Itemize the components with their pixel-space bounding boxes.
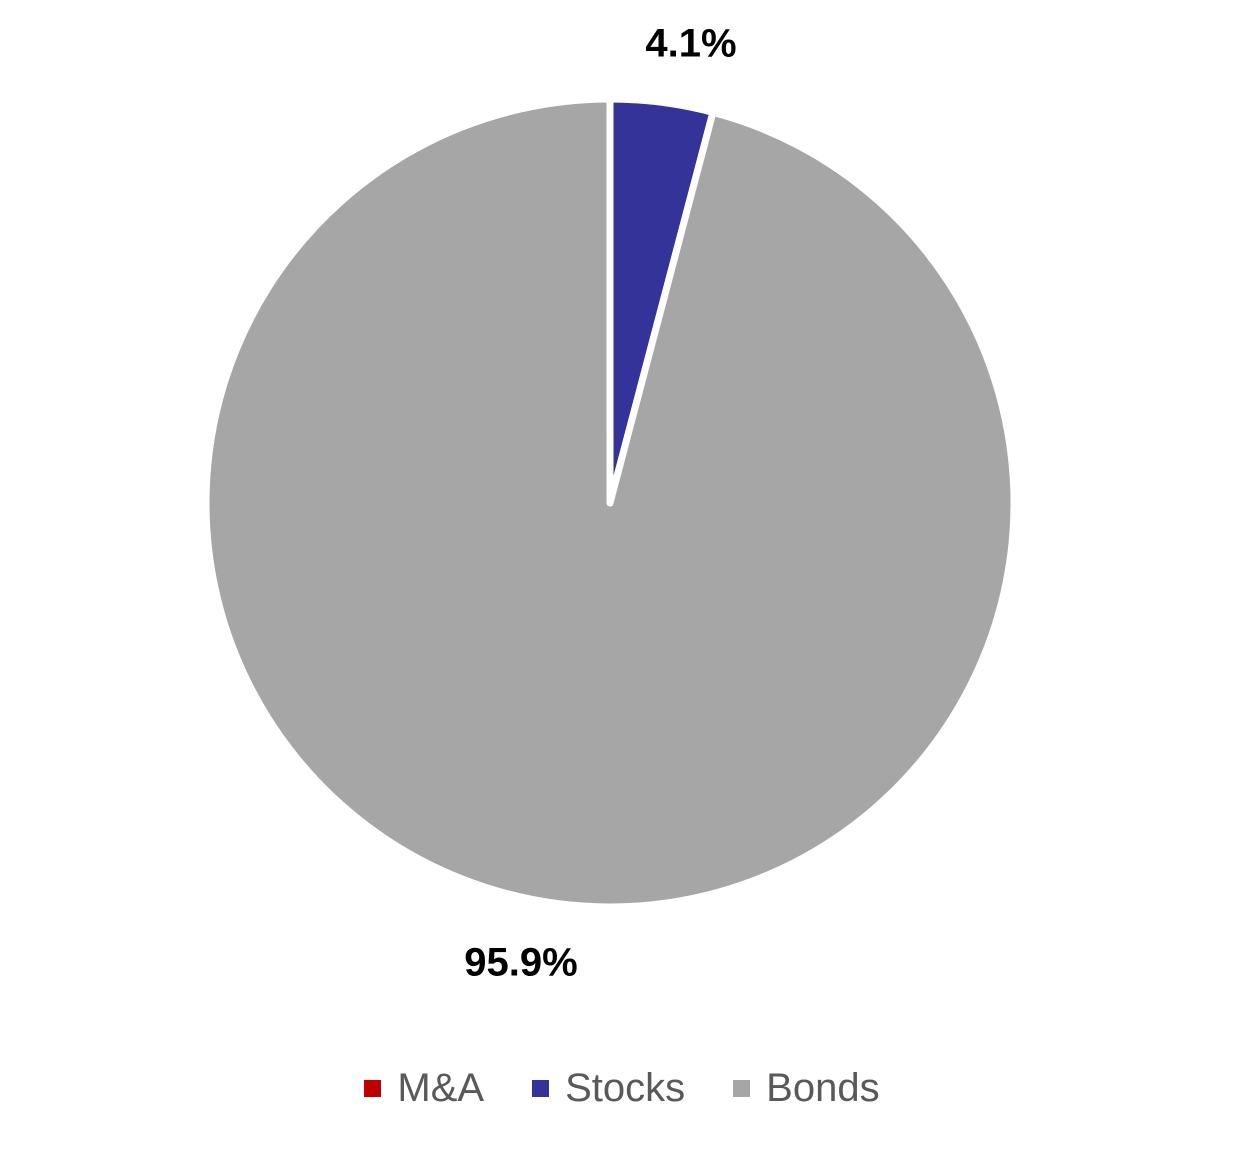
legend-label-m-and-a: M&A xyxy=(397,1065,485,1110)
legend-swatch-m-and-a xyxy=(364,1079,382,1097)
data-label-stocks: 4.1% xyxy=(645,22,736,66)
legend-item-stocks: Stocks xyxy=(532,1066,685,1111)
legend-label-stocks: Stocks xyxy=(565,1065,686,1110)
data-label-bonds: 95.9% xyxy=(464,941,577,985)
legend-item-bonds: Bonds xyxy=(733,1065,880,1111)
legend-item-m-and-a: M&A xyxy=(364,1066,484,1111)
legend-label-bonds: Bonds xyxy=(766,1065,880,1110)
pie-slices xyxy=(202,95,1018,911)
pie-slice-bonds xyxy=(202,95,1018,911)
legend-swatch-stocks xyxy=(532,1079,550,1097)
legend: M&A Stocks Bonds xyxy=(0,1062,1234,1114)
pie-data-labels: 4.1% 95.9% xyxy=(464,22,736,985)
legend-swatch-bonds xyxy=(733,1079,751,1097)
